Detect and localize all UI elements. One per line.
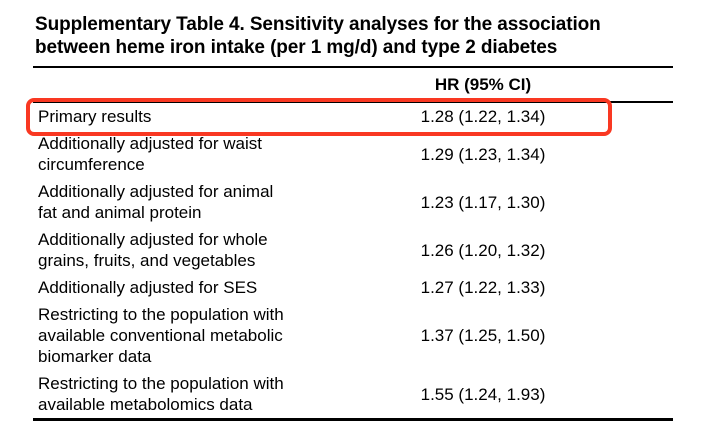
- row-value-hr-ci: 1.27 (1.22, 1.33): [420, 278, 546, 297]
- table-row: Additionally adjusted for whole grains, f…: [33, 226, 673, 274]
- row-value-hr-ci: 1.29 (1.23, 1.34): [420, 144, 546, 164]
- table-row: Additionally adjusted for SES 1.27 (1.22…: [33, 274, 673, 301]
- row-label-line: Additionally adjusted for waist: [38, 134, 262, 153]
- row-label-line: available metabolomics data: [38, 395, 253, 414]
- row-label-line: Additionally adjusted for animal: [38, 182, 274, 201]
- row-label-line: Restricting to the population with: [38, 374, 284, 393]
- row-label-line: Primary results: [38, 107, 152, 126]
- table-title: Supplementary Table 4. Sensitivity analy…: [35, 13, 675, 59]
- table-row: Additionally adjusted for animal fat and …: [33, 178, 673, 226]
- row-label-line: available conventional metabolic: [38, 326, 283, 345]
- table-row: Primary results 1.28 (1.22, 1.34): [26, 98, 673, 136]
- row-label-line: biomarker data: [38, 347, 152, 366]
- table-row: Additionally adjusted for waist circumfer…: [33, 130, 673, 178]
- row-label: Restricting to the population with availa…: [33, 373, 313, 415]
- table-header-row: HR (95% CI): [33, 68, 673, 103]
- row-value-hr-ci: 1.37 (1.25, 1.50): [420, 326, 546, 345]
- row-value-hr-ci: 1.28 (1.22, 1.34): [420, 107, 546, 126]
- table-body: Primary results 1.28 (1.22, 1.34) Additi…: [26, 98, 673, 418]
- row-label-line: Additionally adjusted for whole: [38, 230, 268, 249]
- table-row: Restricting to the population with availa…: [33, 301, 673, 370]
- table-title-line-2: between heme iron intake (per 1 mg/d) an…: [35, 37, 558, 58]
- row-label: Additionally adjusted for animal fat and …: [33, 181, 313, 223]
- sensitivity-analyses-table: HR (95% CI) Primary results 1.28 (1.22, …: [26, 66, 673, 421]
- row-label-line: fat and animal protein: [38, 203, 202, 222]
- row-label-line: grains, fruits, and vegetables: [38, 251, 256, 270]
- column-header-hr-ci: HR (95% CI): [434, 75, 532, 94]
- table-title-line-1: Supplementary Table 4. Sensitivity analy…: [35, 14, 601, 35]
- row-label: Primary results: [33, 106, 313, 127]
- header-label-column-spacer: [33, 74, 313, 95]
- row-value-hr-ci: 1.26 (1.20, 1.32): [420, 240, 546, 260]
- row-label-line: Additionally adjusted for SES: [38, 278, 258, 297]
- row-label-line: Restricting to the population with: [38, 305, 284, 324]
- table-row: Restricting to the population with availa…: [33, 370, 673, 418]
- row-label: Additionally adjusted for whole grains, f…: [33, 229, 313, 271]
- row-value-hr-ci: 1.23 (1.17, 1.30): [420, 192, 546, 212]
- row-label: Restricting to the population with availa…: [33, 304, 313, 367]
- row-label: Additionally adjusted for SES: [33, 277, 313, 298]
- row-label: Additionally adjusted for waist circumfer…: [33, 133, 313, 175]
- row-value-hr-ci: 1.55 (1.24, 1.93): [420, 384, 546, 404]
- row-label-line: circumference: [38, 155, 145, 174]
